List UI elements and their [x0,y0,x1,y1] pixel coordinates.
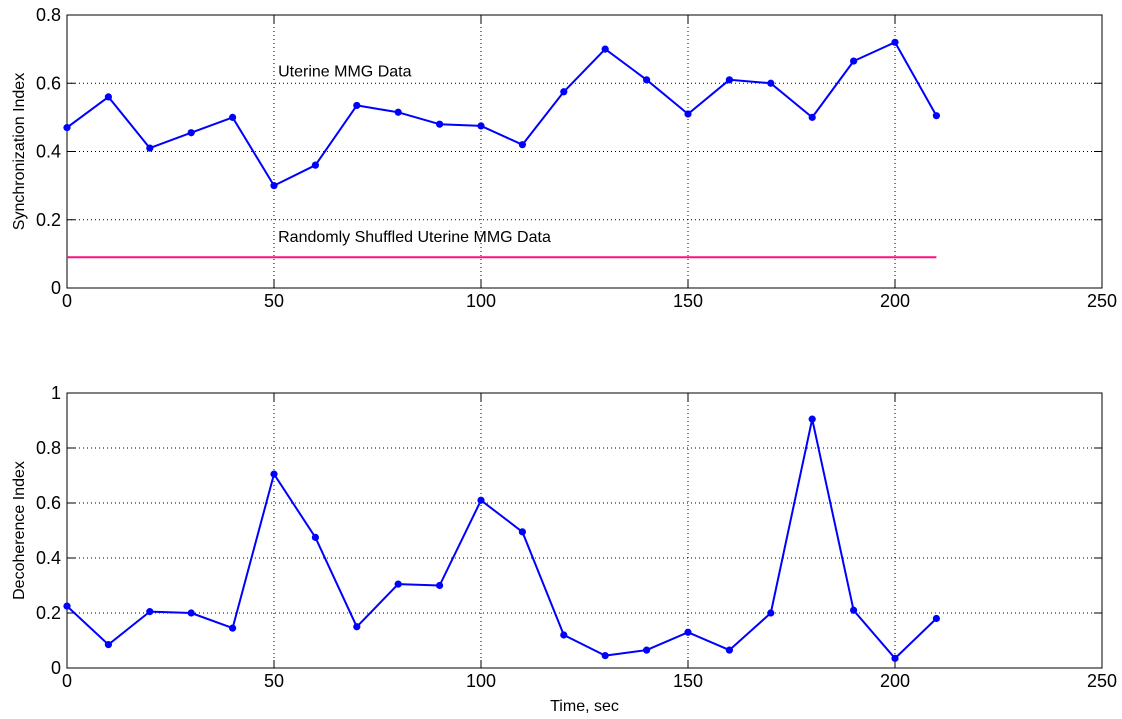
data-point [146,608,154,616]
data-point [891,654,899,662]
data-point [63,602,71,610]
decoherence-panel: 0 50 100 150 200 250 0 0.2 0.4 0.6 0.8 1 Decoherence… [11,383,1117,715]
series-line-0 [66,418,938,660]
data-point [436,120,444,128]
data-point [601,652,609,660]
data-point [353,101,361,110]
data-point [643,76,651,84]
annotation: Uterine MMG Data [278,63,411,80]
data-point [850,57,858,65]
y-tick-label: 0.4 [36,142,61,162]
y-tick-label: 0.4 [36,548,61,568]
x-tick-label: 150 [673,291,703,311]
x-tick-label: 250 [1087,291,1117,311]
data-point [229,624,237,632]
data-point [643,646,651,654]
series-line-0 [66,41,938,187]
data-point [518,141,527,149]
data-point [394,580,402,588]
y-tick-label: 0 [51,278,61,298]
data-point [311,533,319,541]
data-point [767,609,775,617]
x-tick-label: 150 [673,671,703,691]
y-tick-label: 0.8 [36,5,61,25]
annotation: Randomly Shuffled Uterine MMG Data [278,229,551,246]
data-point [104,641,112,649]
x-tick-label: 50 [264,291,284,311]
data-point [477,496,485,504]
synchronization-panel: 0 50 100 150 200 250 0 0.2 0.4 0.6 0.8 Synchronizat… [11,5,1117,311]
data-point [187,609,195,617]
data-point [725,76,734,84]
x-tick-label: 100 [466,671,496,691]
data-point [394,108,402,116]
data-point [353,623,361,631]
data-point [187,129,195,137]
data-point [891,38,899,46]
data-point [560,88,568,96]
data-point [684,110,692,118]
data-point [311,161,319,169]
data-point [767,79,775,87]
data-point [932,112,941,120]
data-point [63,124,71,132]
x-tick-label: 250 [1087,671,1117,691]
axes-box [66,392,1103,669]
data-point [808,113,816,121]
y-axis-label: Decoherence Index [11,461,28,600]
data-point [436,581,444,590]
data-point [560,631,568,639]
data-point [850,606,858,614]
data-point [270,182,278,190]
data-point [518,528,527,536]
data-point [808,415,816,423]
y-tick-label: 0.2 [36,210,61,230]
y-tick-label: 1 [51,383,61,403]
data-point [477,122,485,130]
y-tick-label: 0.2 [36,603,61,623]
data-point [725,646,734,654]
y-tick-label: 0 [51,658,61,678]
data-point [684,628,692,636]
y-tick-label: 0.6 [36,73,61,93]
data-point [601,45,609,53]
data-point [270,470,278,478]
data-point [932,614,941,623]
x-tick-label: 100 [466,291,496,311]
data-point [104,93,112,101]
data-point [229,113,237,121]
axes-box [66,14,1103,289]
y-tick-label: 0.8 [36,438,61,458]
x-tick-label: 200 [880,671,910,691]
x-tick-label: 0 [62,291,72,311]
x-tick-label: 0 [62,671,72,691]
x-axis-label: Time, sec [550,698,619,715]
x-tick-label: 50 [264,671,284,691]
y-tick-label: 0.6 [36,493,61,513]
x-tick-label: 200 [880,291,910,311]
data-point [146,144,154,152]
y-axis-label: Synchronization Index [11,73,28,230]
